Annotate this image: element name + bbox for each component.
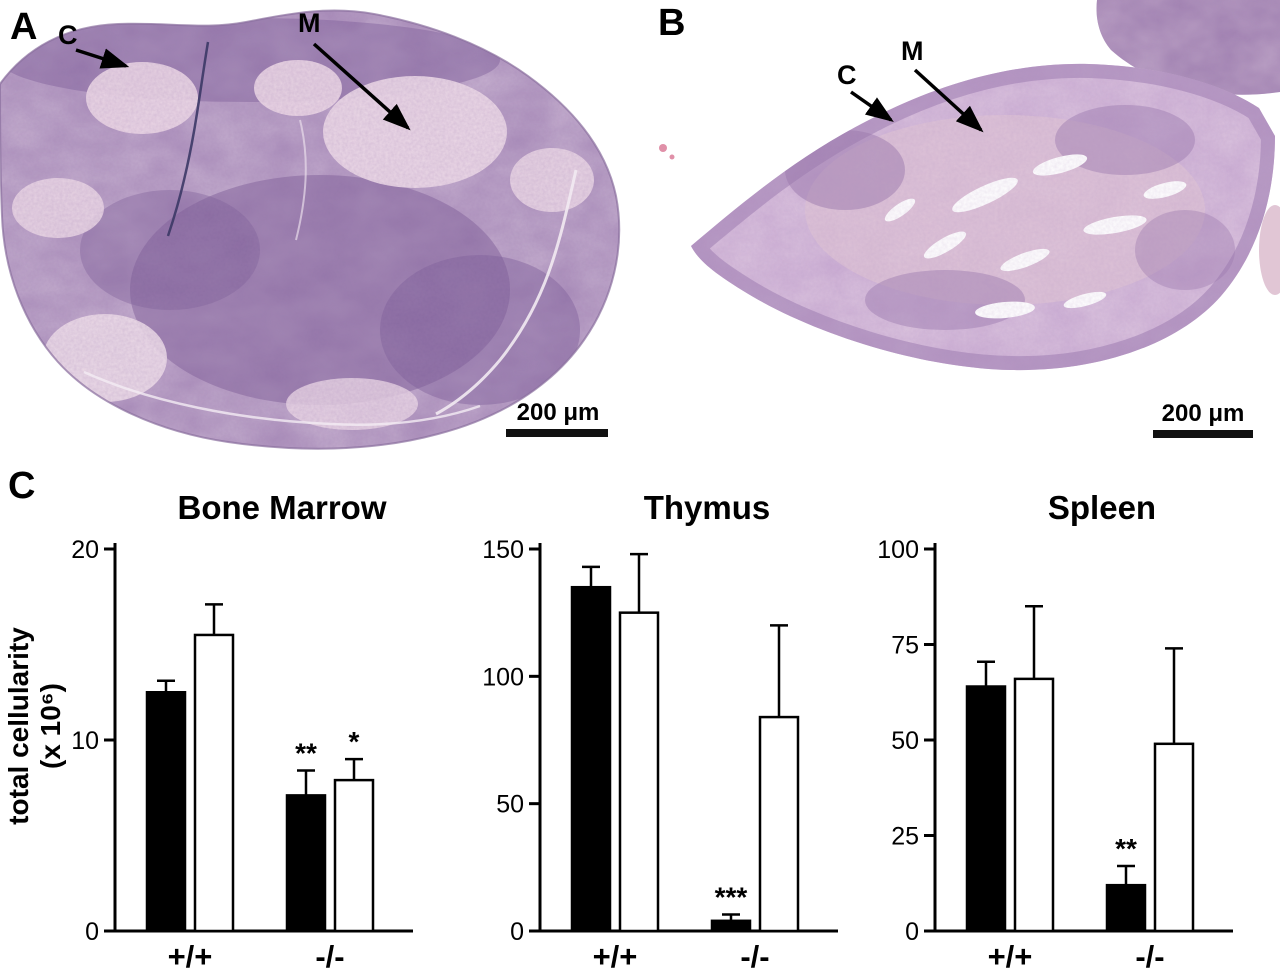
y-tick-label: 0 bbox=[905, 918, 919, 946]
open-white-bar--/- bbox=[1153, 742, 1195, 933]
medulla-label-b: M bbox=[901, 36, 924, 66]
medulla-arrow-b bbox=[913, 68, 984, 133]
x-category-label: +/+ bbox=[593, 939, 638, 974]
scale-bar-b bbox=[1153, 430, 1253, 438]
x-category-label: -/- bbox=[740, 939, 769, 974]
y-tick-label: 20 bbox=[71, 536, 99, 564]
panel-b: C M 200 μm bbox=[645, 0, 1280, 455]
debris-speck bbox=[669, 154, 675, 160]
chart-bone-marrow: Bone Marrow 0 10 20 +/+ ** * -/- bbox=[55, 489, 475, 974]
significance-marker: * bbox=[349, 726, 360, 757]
debris-speck bbox=[659, 144, 667, 152]
medulla-arrow-a bbox=[312, 42, 411, 131]
y-tick-label: 100 bbox=[877, 536, 919, 564]
scale-bar-a bbox=[506, 429, 608, 437]
y-tick-label: 0 bbox=[85, 918, 99, 946]
cortex-label-a: C bbox=[58, 20, 78, 50]
scale-bar-label-b: 200 μm bbox=[1162, 400, 1245, 427]
filled-black-bar--/- bbox=[285, 794, 327, 933]
y-tick-label: 50 bbox=[496, 791, 524, 819]
tissue-texture-a bbox=[0, 10, 620, 449]
y-tick-label: 0 bbox=[510, 918, 524, 946]
scale-bar-label-a: 200 μm bbox=[517, 399, 600, 426]
chart-title: Thymus bbox=[643, 489, 771, 526]
histology-image-b: C M 200 μm bbox=[659, 0, 1280, 438]
x-category-label: -/- bbox=[1135, 939, 1164, 974]
open-white-bar-+/+ bbox=[1013, 677, 1055, 933]
cortex-arrow-b bbox=[849, 90, 894, 123]
x-category-label: -/- bbox=[315, 939, 344, 974]
cortex-arrow-a bbox=[75, 48, 130, 69]
open-white-bar--/- bbox=[758, 715, 800, 933]
tissue-edge-fragment-b bbox=[1259, 205, 1280, 295]
filled-black-bar-+/+ bbox=[570, 585, 612, 933]
significance-marker: ** bbox=[295, 738, 317, 769]
y-tick-label: 50 bbox=[891, 727, 919, 755]
y-tick-label: 75 bbox=[891, 632, 919, 660]
panel-a-letter: A bbox=[10, 6, 38, 48]
panel-c-letter: C bbox=[8, 465, 36, 507]
cortex-label-b: C bbox=[837, 60, 857, 90]
filled-black-bar-+/+ bbox=[145, 691, 187, 933]
chart-plot-area: 0 50 100 150 +/+ *** -/- bbox=[482, 536, 838, 974]
x-category-label: +/+ bbox=[168, 939, 213, 974]
filled-black-bar--/- bbox=[1105, 883, 1147, 933]
open-white-bar-+/+ bbox=[618, 611, 660, 933]
x-category-label: +/+ bbox=[988, 939, 1033, 974]
filled-black-bar--/- bbox=[710, 919, 752, 933]
filled-black-bar-+/+ bbox=[965, 685, 1007, 933]
chart-plot-area: 0 25 50 75 100 +/+ ** -/- bbox=[877, 536, 1233, 974]
medulla-label-a: M bbox=[298, 8, 321, 38]
chart-spleen: Spleen 0 25 50 75 100 +/+ ** -/- bbox=[875, 489, 1280, 974]
y-tick-label: 150 bbox=[482, 536, 524, 564]
y-axis-title-line1: total cellularity bbox=[3, 627, 34, 825]
open-white-bar-+/+ bbox=[193, 633, 235, 933]
tissue-outline-a bbox=[0, 9, 621, 450]
y-tick-label: 25 bbox=[891, 823, 919, 851]
chart-title: Spleen bbox=[1047, 489, 1157, 526]
panel-c: C total cellularity (x 10⁶) Bone Marrow … bbox=[0, 455, 1280, 974]
panel-b-letter: B bbox=[658, 2, 686, 44]
y-tick-label: 100 bbox=[482, 663, 524, 691]
histology-image-a: C M 200 μm bbox=[0, 8, 621, 450]
chart-title: Bone Marrow bbox=[177, 489, 387, 526]
significance-marker: ** bbox=[1115, 833, 1137, 864]
open-white-bar--/- bbox=[333, 778, 375, 933]
y-tick-label: 10 bbox=[71, 727, 99, 755]
panel-a: C M 200 μm bbox=[0, 0, 640, 455]
chart-thymus: Thymus 0 50 100 150 +/+ *** -/- bbox=[480, 489, 900, 974]
significance-marker: *** bbox=[715, 881, 748, 912]
